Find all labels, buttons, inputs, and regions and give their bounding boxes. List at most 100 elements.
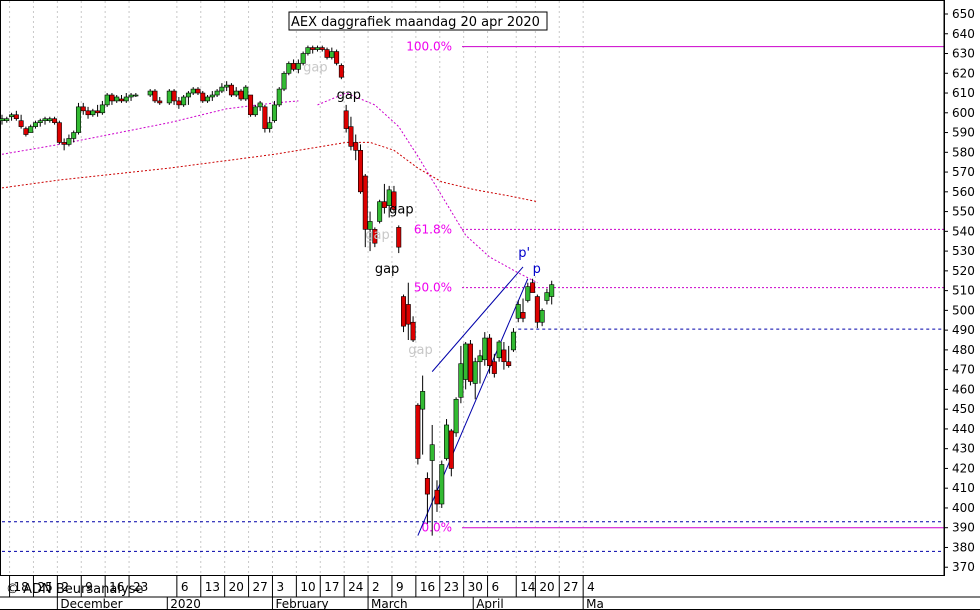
candle [248, 94, 254, 117]
candle [506, 345, 512, 368]
candle-body [353, 142, 359, 151]
candle-body [424, 478, 430, 495]
x-month-label: April [476, 597, 503, 610]
y-tick-label: 470 [952, 363, 975, 377]
annotation-label: gap [303, 60, 327, 75]
candle [18, 114, 24, 129]
candle [205, 95, 211, 103]
y-tick-label: 560 [952, 185, 975, 199]
candle [463, 341, 469, 390]
candle [334, 49, 340, 66]
candle-body [291, 63, 297, 70]
y-tick-label: 500 [952, 303, 975, 317]
candle-body [195, 88, 201, 94]
candle-body [410, 321, 416, 341]
candle-body [487, 337, 493, 366]
candle [219, 83, 225, 94]
x-month-label: 2020 [170, 597, 201, 610]
candle [482, 332, 488, 366]
y-tick-label: 610 [952, 86, 975, 100]
candle [444, 419, 450, 461]
candle-body [348, 126, 354, 147]
candle-body [525, 286, 531, 301]
candle-body [415, 404, 421, 459]
candle [133, 93, 139, 97]
candle-body [9, 114, 15, 118]
candle [386, 185, 392, 218]
candle-body [310, 47, 316, 50]
y-tick-label: 620 [952, 66, 975, 80]
y-tick-label: 520 [952, 264, 975, 278]
candle [458, 345, 464, 404]
candle-body [467, 343, 473, 382]
candle-body [181, 96, 187, 106]
candle-body [61, 142, 67, 145]
candle [4, 116, 10, 123]
candle [396, 225, 402, 254]
candle [214, 89, 220, 97]
candle-body [52, 118, 58, 123]
candle [238, 89, 244, 101]
x-day-label: 23 [444, 580, 459, 594]
x-month-label: February [275, 597, 328, 610]
candle [453, 397, 459, 437]
candle [71, 130, 77, 143]
candle [515, 300, 521, 323]
x-month-label: March [371, 597, 408, 610]
y-tick-label: 380 [952, 540, 975, 554]
x-day-label: 17 [324, 580, 339, 594]
candle [310, 45, 316, 54]
candle [119, 95, 125, 103]
candle-body [401, 296, 407, 327]
candle [209, 91, 215, 101]
candle-body [281, 72, 287, 90]
candle-body [334, 51, 340, 64]
candle-body [539, 310, 545, 323]
y-tick-label: 410 [952, 481, 975, 495]
candle-body [262, 106, 268, 129]
candle-body [42, 118, 48, 121]
x-day-label: 23 [133, 580, 148, 594]
y-tick-label: 420 [952, 461, 975, 475]
copyright-text: © ADN Beursanalyse [6, 582, 143, 597]
candle-body [95, 110, 101, 114]
candle-body [13, 114, 19, 120]
candle-body [152, 90, 158, 102]
candle [405, 282, 411, 341]
candle-body [324, 49, 330, 58]
y-tick-label: 370 [952, 560, 975, 574]
x-day-label: 2 [61, 580, 69, 594]
x-day-label: 16 [420, 580, 435, 594]
candle [42, 116, 48, 125]
candle-body [510, 331, 516, 351]
x-day-label: 10 [300, 580, 315, 594]
candle-body [329, 51, 335, 58]
x-day-label: 13 [205, 580, 220, 594]
x-day-label: 9 [85, 580, 93, 594]
candle [544, 288, 550, 305]
x-day-label: 6 [492, 580, 500, 594]
candle-body [477, 355, 483, 363]
candle [348, 116, 354, 151]
candle [252, 104, 258, 117]
candle [530, 278, 536, 293]
x-day-label: 16 [109, 580, 124, 594]
y-tick-label: 550 [952, 205, 975, 219]
fib-level-label: 0.0% [422, 521, 453, 535]
candle [0, 114, 5, 125]
annotation-label: gap [365, 228, 389, 243]
x-day-label: 27 [253, 580, 268, 594]
candle [104, 93, 110, 107]
candle [224, 81, 230, 92]
candle [381, 183, 387, 214]
candle-body [209, 94, 215, 98]
candle [534, 294, 540, 329]
annotation-label: p' [518, 246, 530, 261]
candle-body [515, 304, 521, 319]
y-tick-label: 570 [952, 165, 975, 179]
x-day-label: 20 [539, 580, 554, 594]
candle [85, 106, 91, 119]
candle [467, 340, 473, 386]
candle-body [386, 189, 392, 206]
